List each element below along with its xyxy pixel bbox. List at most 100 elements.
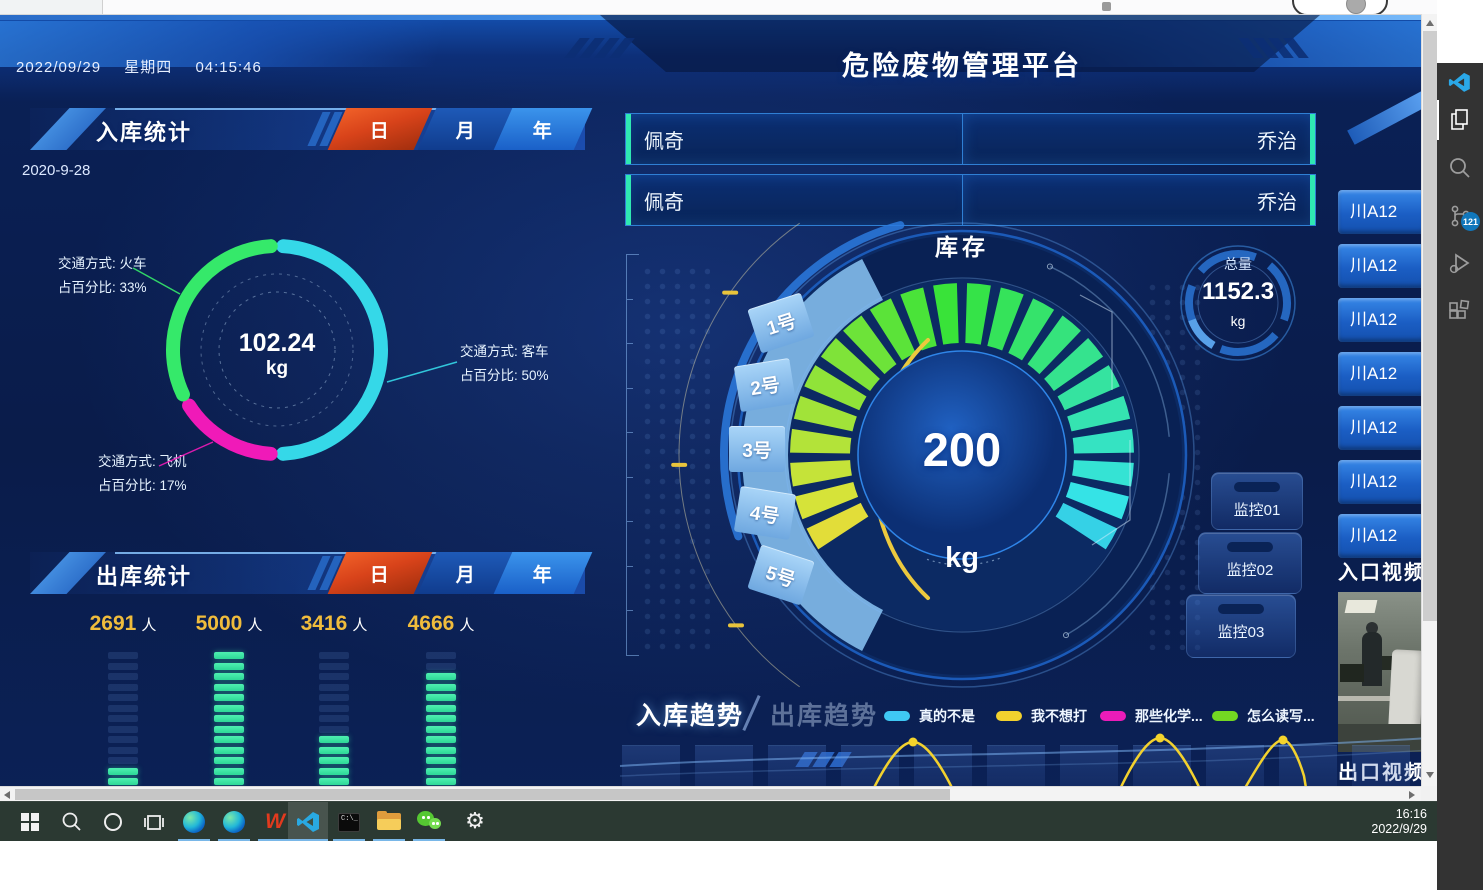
taskbar-search-icon[interactable] [60, 810, 84, 834]
search-icon[interactable] [1437, 148, 1483, 188]
plate-button-0[interactable]: 川A12 [1338, 190, 1421, 234]
vertical-scroll-thumb[interactable] [1423, 31, 1437, 621]
consign-input-1[interactable]: 乔治 [962, 113, 1316, 165]
plate-button-5[interactable]: 川A12 [1338, 460, 1421, 504]
monitor-pill [1218, 604, 1264, 614]
browser-tab-stub[interactable] [0, 0, 103, 14]
donut-unit: kg [265, 358, 289, 379]
browser-top-strip [0, 0, 1483, 15]
bar-segment [108, 694, 138, 701]
outbound-value-2: 3416 人 [264, 612, 404, 636]
scroll-up-arrow[interactable] [1426, 20, 1434, 26]
entry-video-thumbnail[interactable] [1338, 592, 1421, 752]
vscode-icon[interactable] [296, 810, 320, 834]
legend-item-3[interactable]: 怎么读写... [1212, 706, 1315, 726]
activity-bar-background [1437, 63, 1483, 890]
horizontal-scroll-thumb[interactable] [15, 789, 950, 800]
edge-icon[interactable] [182, 810, 206, 834]
gauge-wedge [987, 287, 1024, 351]
plate-button-6[interactable]: 川A12 [1338, 514, 1421, 558]
inventory-title: 库存 [935, 234, 989, 260]
consign-input-2[interactable]: 佩奇 [625, 174, 972, 226]
video-entry-label: 入口视频 [1338, 562, 1421, 584]
bar-segment [214, 652, 244, 659]
bar-segment [319, 715, 349, 722]
file-explorer-icon[interactable] [377, 810, 401, 834]
monitor-button-3[interactable]: 监控03 [1186, 594, 1296, 658]
consign-accent-bar [626, 114, 631, 164]
explorer-icon[interactable] [1437, 100, 1483, 140]
outbound-value-0: 2691 人 [53, 612, 193, 636]
taskbar-indicator [218, 839, 250, 842]
bar-segment [426, 694, 456, 701]
run-debug-icon[interactable] [1437, 244, 1483, 284]
monitor-button-1[interactable]: 监控01 [1211, 472, 1303, 530]
start-button[interactable] [18, 810, 42, 834]
gauge-wedge [795, 482, 859, 520]
header-chevrons-left [564, 38, 635, 63]
wechat-icon[interactable] [417, 810, 441, 834]
tab-outbound-2[interactable]: 年 [493, 552, 593, 594]
bar-segment [319, 757, 349, 764]
edge-icon[interactable] [222, 810, 246, 834]
wps-office-icon[interactable]: W [265, 810, 285, 833]
trend-tab-0[interactable]: 入库趋势 [636, 702, 745, 730]
extensions-icon[interactable] [1437, 292, 1483, 332]
plate-button-3[interactable]: 川A12 [1338, 352, 1421, 396]
dashboard: 危险废物管理平台 2022/09/29 星期四 04:15:46 入库统计 日月… [0, 14, 1421, 801]
total-value: 1152.3 [1201, 278, 1275, 305]
tab-outbound-0[interactable]: 日 [327, 552, 433, 594]
total-label: 总量 [1224, 256, 1252, 272]
dot-grid-left [640, 264, 710, 654]
scroll-right-arrow[interactable] [1409, 791, 1415, 799]
trend-tab-1[interactable]: 出库趋势 [770, 702, 879, 730]
taskbar-indicator [178, 839, 210, 842]
zone-button-4号[interactable]: 4号 [733, 485, 797, 541]
legend-label: 真的不是 [919, 708, 975, 724]
horizontal-scrollbar[interactable] [0, 786, 1421, 802]
legend-item-2[interactable]: 那些化学... [1100, 706, 1203, 726]
bar-segment [108, 725, 138, 733]
slice-mode-line: 交通方式: 飞机 [98, 454, 187, 469]
scroll-down-arrow[interactable] [1426, 772, 1434, 778]
outbound-unit: 人 [247, 617, 263, 634]
zone-button-2号[interactable]: 2号 [733, 357, 797, 413]
tab-inbound-2[interactable]: 年 [493, 108, 593, 150]
browser-profile-pill[interactable] [1292, 0, 1388, 14]
bar-segment [108, 683, 138, 691]
scroll-left-arrow[interactable] [4, 791, 10, 799]
consign-input-0[interactable]: 佩奇 [625, 113, 972, 165]
outbound-unit: 人 [141, 617, 157, 634]
video-desk [1338, 696, 1421, 701]
tab-label: 日 [370, 564, 390, 586]
consign-input-3[interactable]: 乔治 [962, 174, 1316, 226]
task-view-icon[interactable] [142, 810, 166, 834]
bar-segment [426, 736, 456, 743]
header-time: 04:15:46 [195, 59, 262, 76]
bar-segment [214, 662, 244, 670]
legend-item-1[interactable]: 我不想打 [996, 706, 1087, 726]
settings-gear-icon[interactable]: ⚙ [465, 809, 485, 834]
plate-button-4[interactable]: 川A12 [1338, 406, 1421, 450]
monitor-button-2[interactable]: 监控02 [1198, 532, 1302, 594]
browser-profile-avatar[interactable] [1346, 0, 1366, 14]
source-control-icon[interactable]: 121 [1437, 196, 1483, 236]
tab-inbound-0[interactable]: 日 [327, 108, 433, 150]
cortana-icon[interactable] [101, 810, 125, 834]
bar-segment [108, 652, 138, 659]
panel-accent-stripe [30, 552, 106, 594]
plate-button-2[interactable]: 川A12 [1338, 298, 1421, 342]
taskbar-clock[interactable]: 16:16 2022/9/29 [1371, 807, 1427, 837]
browser-extension-icon[interactable] [1102, 2, 1111, 11]
zone-button-3号[interactable]: 3号 [729, 426, 785, 472]
vertical-scrollbar[interactable] [1421, 14, 1438, 786]
legend-item-0[interactable]: 真的不是 [884, 706, 975, 726]
terminal-icon[interactable]: C:\_ [337, 810, 361, 834]
plate-button-1[interactable]: 川A12 [1338, 244, 1421, 288]
inventory-value: 200 [922, 423, 1002, 476]
donut-center-value: 102.24 kg [217, 329, 337, 380]
gauge-wedge [790, 428, 852, 454]
outbound-value-3: 4666 人 [371, 612, 511, 636]
consign-text: 乔治 [1257, 191, 1297, 214]
